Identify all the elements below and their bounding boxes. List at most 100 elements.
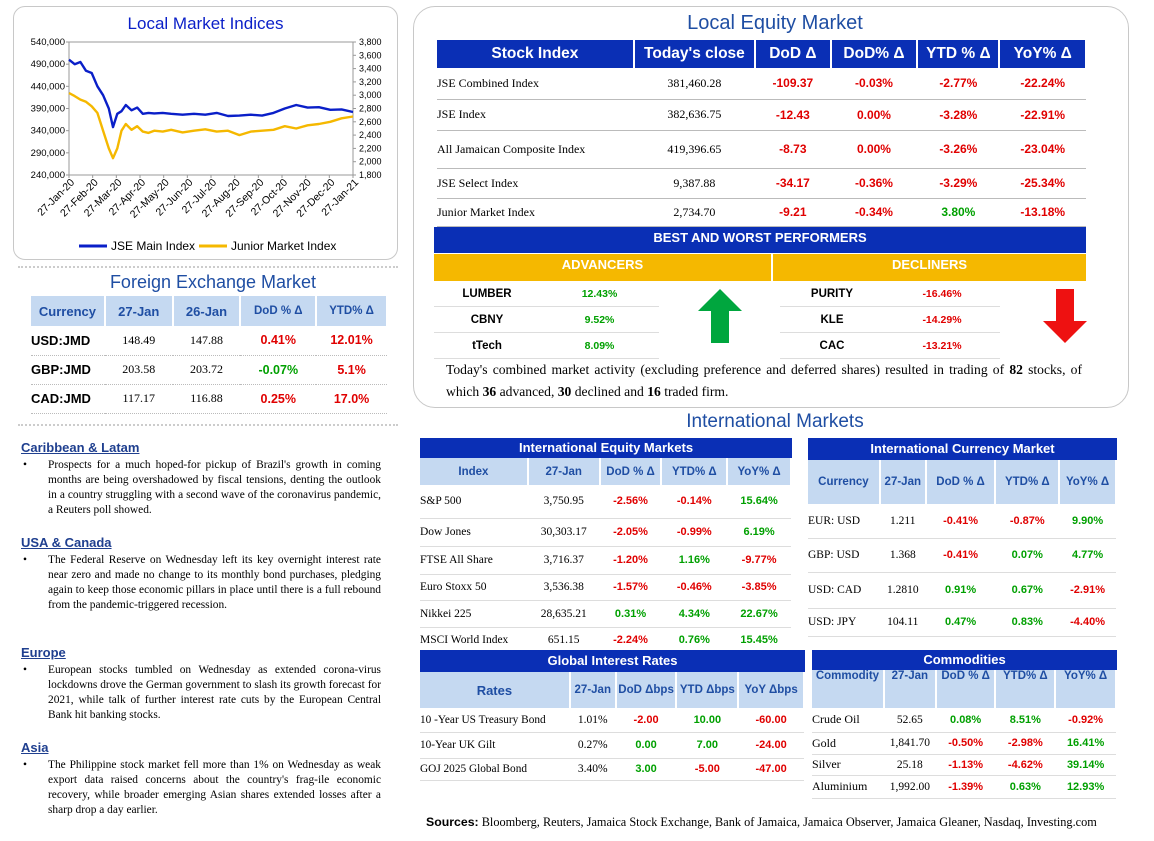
- block-row-dod: 0.31%: [614, 607, 647, 620]
- y-left-tick-label: 440,000: [31, 81, 65, 92]
- equity-header-cell: DoD% Δ: [830, 40, 919, 68]
- block-header-cell: 27-Jan: [569, 672, 617, 708]
- y-right-tick-label: 2,400: [359, 130, 382, 140]
- block-row-ytd: 0.83%: [1011, 616, 1043, 628]
- block-row-dod: -0.41%: [943, 549, 978, 561]
- fx-today: 203.58: [122, 362, 156, 376]
- news-item: USA & Canada The Federal Reserve on Wedne…: [21, 535, 381, 613]
- block-row-yoy: -60.00: [755, 713, 787, 726]
- fx-ytd: 17.0%: [333, 391, 370, 406]
- fx-header-cell: DoD % Δ: [240, 296, 318, 326]
- news-section-link[interactable]: Europe: [21, 645, 66, 660]
- block-row-yoy: 9.90%: [1071, 514, 1104, 527]
- block-title: Commodities: [812, 650, 1117, 670]
- fx-today: 117.17: [122, 391, 156, 405]
- down-arrow-icon: [1043, 289, 1087, 343]
- market-summary: Today's combined market activity (exclud…: [446, 359, 1082, 403]
- block-row-ytd: 0.07%: [1011, 549, 1043, 561]
- news-bullet-text: The Federal Reserve on Wednesday left it…: [21, 553, 381, 613]
- block-header-cell: YTD Δbps: [676, 672, 740, 708]
- block-header-cell: YTD% Δ: [995, 670, 1057, 708]
- block-header-cell: YoY% Δ: [1055, 670, 1117, 708]
- summary-text: advanced,: [496, 384, 558, 399]
- block-row-value: 104.11: [887, 616, 919, 628]
- block-row-label: EUR: USD: [808, 514, 861, 527]
- block-row-value: 0.27%: [577, 739, 608, 751]
- y-left-tick-label: 390,000: [31, 104, 65, 115]
- equity-row: JSE Select Index 9,387.88 -34.17 -0.36% -3.2…: [437, 168, 1086, 198]
- legend-label: Junior Market Index: [231, 239, 336, 253]
- right-panel: [413, 6, 1129, 408]
- summary-text: traded firm.: [660, 384, 729, 399]
- block-row: Nikkei 225 28,635.21 0.31% 4.34% 22.67%: [420, 600, 791, 627]
- block-row-dod: -0.41%: [943, 514, 978, 527]
- y-right-tick-label: 3,000: [359, 90, 382, 100]
- performer-change: 8.09%: [584, 339, 615, 352]
- news-section-link[interactable]: USA & Canada: [21, 535, 112, 550]
- block-row-dod: -1.39%: [948, 780, 984, 793]
- block-row-yoy: 16.41%: [1066, 737, 1105, 749]
- block-row: Crude Oil 52.65 0.08% 8.51% -0.92%: [812, 708, 1116, 732]
- equity-yoy: -25.34%: [1020, 176, 1066, 190]
- block-row: Dow Jones 30,303.17 -2.05% -0.99% 6.19%: [420, 518, 791, 546]
- fx-dod: -0.07%: [258, 362, 299, 377]
- equity-close: 381,460.28: [667, 75, 722, 90]
- equity-ytd: -3.28%: [939, 107, 978, 122]
- block-header-cell: DoD % Δ: [599, 458, 663, 485]
- block-row-dod: -2.24%: [613, 634, 648, 646]
- performer-row: LUMBER 12.43%: [434, 281, 659, 307]
- block-row-value: 52.65: [896, 713, 923, 726]
- fx-header-cell: 27-Jan: [104, 296, 174, 326]
- block-row-yoy: -0.92%: [1068, 713, 1104, 726]
- block-row-yoy: -3.85%: [741, 581, 777, 593]
- block-header-cell: Currency: [808, 460, 881, 504]
- block-row-label: GOJ 2025 Global Bond: [420, 763, 528, 775]
- news-item: Europe European stocks tumbled on Wednesd…: [21, 645, 381, 723]
- summary-declined: 30: [557, 384, 572, 399]
- block-header-row: Commodity 27-Jan DoD % Δ YTD% Δ YoY% Δ: [812, 670, 1117, 708]
- block-row-dod: -2.05%: [613, 526, 648, 538]
- block-row-value: 1.211: [890, 514, 916, 527]
- block-row-value: 1.01%: [577, 713, 608, 726]
- block-row-ytd: -0.14%: [676, 495, 712, 508]
- performer-change: -16.46%: [922, 287, 962, 300]
- y-right-tick-label: 3,600: [359, 50, 382, 60]
- block-row-yoy: 22.67%: [740, 607, 778, 620]
- equity-yoy: -23.04%: [1020, 142, 1066, 156]
- equity-ytd: -3.26%: [939, 142, 978, 156]
- block-row: Gold 1,841.70 -0.50% -2.98% 16.41%: [812, 732, 1116, 754]
- block-row-label: Crude Oil: [812, 712, 860, 727]
- indices-chart-title: Local Market Indices: [127, 14, 284, 33]
- fx-today: 148.49: [122, 332, 156, 347]
- block-row-dod: 0.91%: [944, 584, 977, 596]
- intl-currency-block: International Currency Market Currency 27-…: [808, 438, 1117, 637]
- performer-change: -14.29%: [922, 313, 962, 326]
- y-right-tick-label: 2,600: [359, 117, 382, 127]
- sources-label: Sources:: [426, 815, 479, 829]
- block-row-ytd: 10.00: [693, 713, 722, 726]
- block-header-cell: YoY% Δ: [727, 458, 792, 485]
- y-left-tick-label: 340,000: [31, 126, 65, 137]
- equity-row: Junior Market Index 2,734.70 -9.21 -0.34% 3.…: [437, 198, 1086, 226]
- block-row-ytd: 0.63%: [1009, 780, 1041, 793]
- block-row-value: 651.15: [547, 634, 580, 646]
- rates-block: Global Interest Rates Rates 27-Jan DoD Δbps…: [420, 650, 805, 781]
- fx-currency: USD:JMD: [31, 332, 91, 348]
- summary-text: declined and: [571, 384, 648, 399]
- performer-row: CBNY 9.52%: [434, 307, 659, 333]
- y-right-tick-label: 3,800: [359, 37, 382, 47]
- block-row-dod: -2.56%: [613, 495, 648, 508]
- block-row-value: 1.2810: [886, 584, 919, 596]
- fx-table: Currency 27-Jan 26-Jan DoD % Δ YTD% Δ USD:JMD…: [31, 296, 388, 414]
- block-row-label: Gold: [812, 735, 836, 750]
- news-section-link[interactable]: Caribbean & Latam: [21, 440, 140, 455]
- fx-dod: 0.41%: [260, 333, 296, 348]
- block-row-value: 28,635.21: [540, 607, 587, 620]
- news-section-link[interactable]: Asia: [21, 740, 49, 755]
- block-row-ytd: 0.67%: [1011, 584, 1043, 596]
- block-header-cell: YoY Δbps: [738, 672, 805, 708]
- block-title: International Currency Market: [808, 438, 1117, 460]
- block-row-ytd: -0.99%: [676, 526, 712, 538]
- performer-change: -13.21%: [922, 339, 962, 352]
